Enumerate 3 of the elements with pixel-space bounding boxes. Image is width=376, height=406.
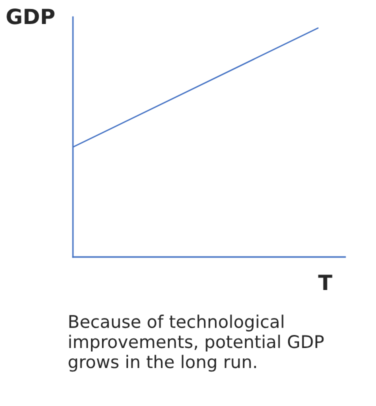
y-axis-title: GDP <box>6 8 54 24</box>
x-axis-title: T <box>318 274 332 290</box>
text: Because of technological improvements, potential GDP grows in the long run. <box>68 314 324 372</box>
